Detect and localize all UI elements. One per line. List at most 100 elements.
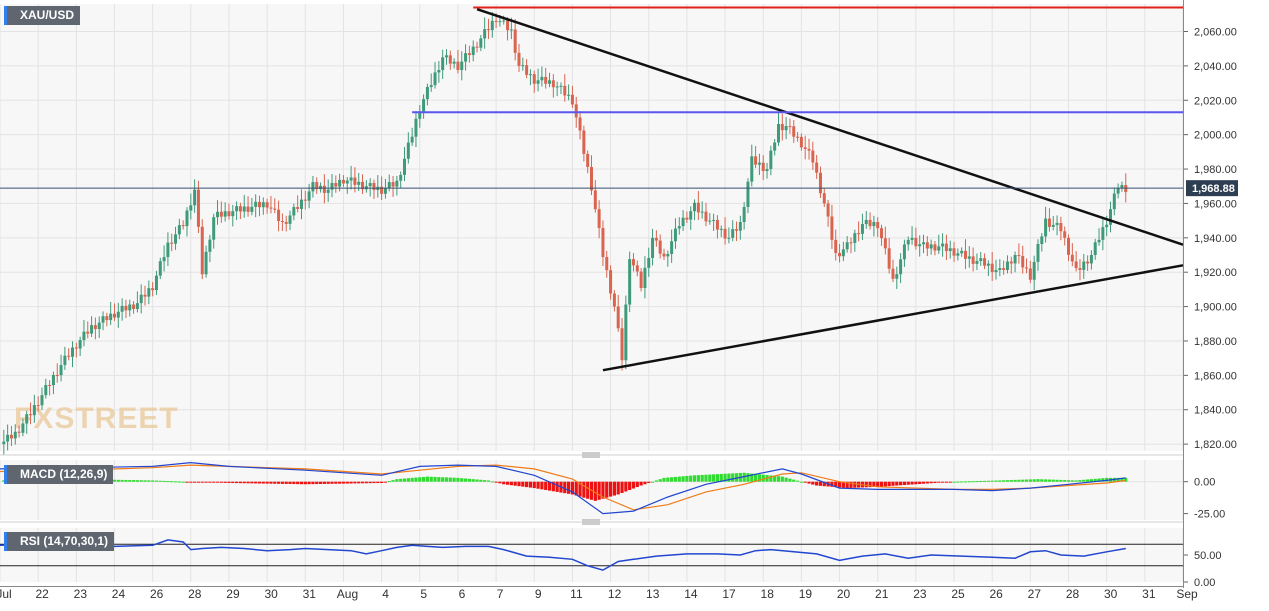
macd-hist-bar bbox=[956, 481, 960, 483]
macd-hist-bar bbox=[895, 481, 899, 486]
candle-body bbox=[551, 80, 555, 88]
macd-hist-bar bbox=[708, 474, 712, 482]
candle-body bbox=[1028, 268, 1032, 280]
macd-hist-bar bbox=[1105, 477, 1109, 482]
macd-hist-bar bbox=[1051, 479, 1055, 482]
candle-body bbox=[811, 150, 815, 163]
macd-hist-bar bbox=[1024, 479, 1029, 482]
candle-body bbox=[383, 187, 387, 194]
candle-body bbox=[1005, 261, 1009, 270]
macd-hist-bar bbox=[288, 481, 292, 484]
candle-body bbox=[971, 256, 975, 264]
y-tick-label: 2,020.00 bbox=[1194, 95, 1237, 107]
candle-body bbox=[1112, 193, 1116, 210]
macd-hist-bar bbox=[525, 481, 529, 488]
macd-hist-bar bbox=[276, 481, 281, 484]
macd-hist-bar bbox=[280, 481, 284, 484]
candle-body bbox=[1074, 261, 1078, 269]
macd-hist-bar bbox=[780, 476, 784, 482]
macd-hist-bar bbox=[921, 481, 926, 484]
macd-hist-bar bbox=[918, 481, 922, 484]
candle-body bbox=[528, 74, 532, 76]
candle-body bbox=[231, 211, 235, 217]
macd-hist-bar bbox=[143, 480, 147, 482]
x-tick-label: 24 bbox=[112, 587, 126, 601]
candle-body bbox=[448, 55, 452, 64]
candle-body bbox=[334, 182, 338, 187]
macd-hist-bar bbox=[1078, 480, 1082, 482]
macd-hist-bar bbox=[353, 481, 357, 484]
candle-body bbox=[441, 57, 445, 71]
rsi-line bbox=[0, 539, 1126, 571]
macd-hist-bar bbox=[1120, 477, 1124, 482]
candle-body bbox=[444, 55, 448, 58]
macd-hist-bar bbox=[971, 481, 975, 483]
candle-body bbox=[662, 253, 666, 257]
candle-body bbox=[403, 158, 407, 175]
macd-hist-bar bbox=[601, 481, 605, 499]
candle-body bbox=[418, 111, 422, 119]
macd-hist-bar bbox=[475, 479, 479, 482]
candle-body bbox=[101, 316, 105, 323]
macd-hist-bar bbox=[250, 481, 254, 484]
candle-body bbox=[162, 257, 166, 262]
macd-hist-bar bbox=[597, 481, 601, 500]
candle-body bbox=[273, 208, 277, 210]
candle-body bbox=[708, 220, 712, 222]
macd-hist-bar bbox=[120, 479, 124, 482]
candle-body bbox=[40, 395, 44, 406]
candle-body bbox=[269, 207, 273, 209]
macd-hist-bar bbox=[456, 477, 460, 482]
candle-body bbox=[471, 46, 475, 56]
current-price-marker bbox=[1186, 180, 1238, 197]
macd-hist-bar bbox=[135, 480, 139, 482]
macd-hist-bar bbox=[521, 481, 525, 487]
candle-body bbox=[311, 182, 315, 192]
candle-body bbox=[112, 313, 116, 318]
x-tick-label: Aug bbox=[337, 587, 358, 601]
x-tick-label: 21 bbox=[875, 587, 889, 601]
candle-body bbox=[212, 217, 216, 240]
candle-body bbox=[93, 325, 97, 330]
macd-hist-bar bbox=[151, 480, 155, 482]
candle-body bbox=[1070, 254, 1074, 262]
macd-hist-bar bbox=[1101, 478, 1105, 482]
x-tick-label: 12 bbox=[608, 587, 622, 601]
macd-hist-bar bbox=[265, 481, 269, 484]
candle-body bbox=[822, 193, 826, 204]
candle-body bbox=[196, 189, 200, 227]
candle-body bbox=[815, 162, 819, 173]
macd-hist-bar bbox=[811, 481, 815, 485]
macd-hist-bar bbox=[296, 481, 300, 485]
macd-hist-bar bbox=[830, 481, 834, 487]
candle-body bbox=[174, 234, 178, 244]
macd-hist-bar bbox=[986, 480, 990, 482]
candle-body bbox=[864, 219, 868, 225]
macd-hist-bar bbox=[372, 481, 376, 484]
candle-body bbox=[906, 239, 910, 245]
macd-hist-bar bbox=[1082, 479, 1086, 482]
symbol-tag: XAU/USD bbox=[4, 6, 81, 25]
candle-body bbox=[704, 211, 708, 222]
candle-body bbox=[490, 20, 494, 31]
macd-hist-bar bbox=[670, 477, 674, 482]
candle-body bbox=[1116, 188, 1120, 194]
panel-resize-handle[interactable] bbox=[582, 452, 600, 458]
macd-hist-bar bbox=[929, 481, 933, 484]
candle-body bbox=[567, 94, 571, 96]
candle-body bbox=[532, 74, 536, 84]
macd-hist-bar bbox=[299, 481, 304, 485]
macd-hist-bar bbox=[189, 481, 193, 483]
macd-hist-bar bbox=[395, 479, 399, 482]
candle-body bbox=[597, 209, 601, 228]
candle-body bbox=[521, 65, 525, 67]
candle-body bbox=[254, 201, 258, 207]
candle-body bbox=[731, 229, 735, 238]
macd-hist-bar bbox=[704, 474, 708, 482]
candle-body bbox=[319, 185, 323, 190]
macd-hist-bar bbox=[1017, 479, 1021, 482]
macd-hist-bar bbox=[1070, 480, 1074, 482]
macd-hist-bar bbox=[1047, 479, 1052, 482]
panel-resize-handle[interactable] bbox=[582, 519, 600, 525]
candle-body bbox=[895, 274, 899, 279]
